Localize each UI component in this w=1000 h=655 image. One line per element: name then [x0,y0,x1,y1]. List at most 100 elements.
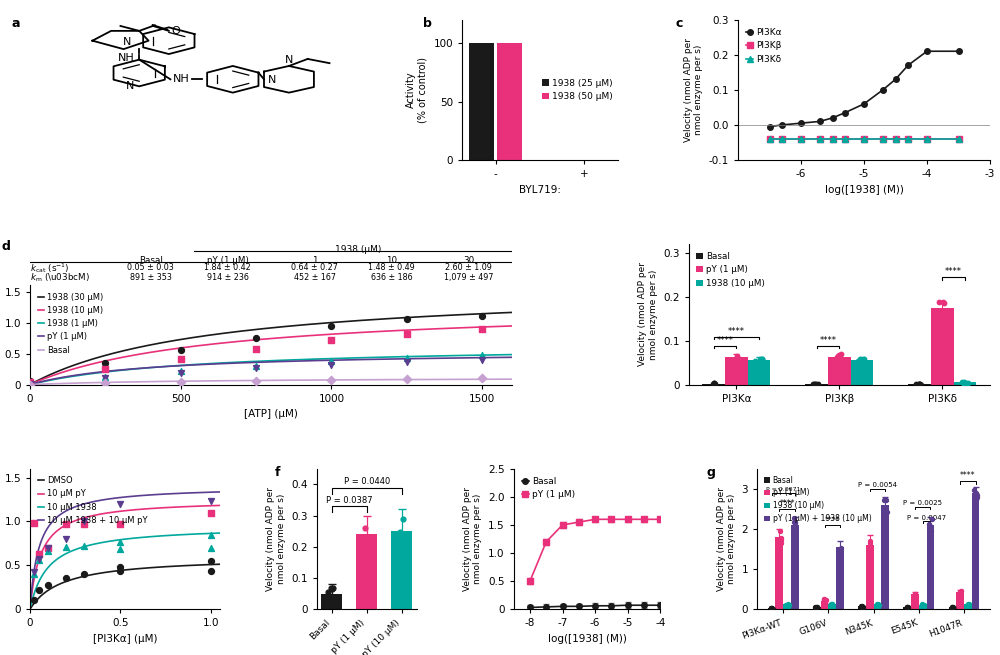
X-axis label: [PI3Kα] (μM): [PI3Kα] (μM) [93,634,157,644]
Text: ****: **** [824,515,840,525]
Bar [813,607,821,609]
Point [754,355,770,365]
Point [816,595,832,605]
Point [833,543,849,553]
Y-axis label: Velocity (nmol ADP per
nmol enzyme per s): Velocity (nmol ADP per nmol enzyme per s… [266,487,286,591]
X-axis label: [ATP] (μM): [ATP] (μM) [244,409,298,419]
pY (1 μM) [589,515,601,523]
Point [248,344,264,354]
Point [831,352,847,363]
Point [854,601,870,611]
Point [395,514,411,524]
Basal [557,603,569,610]
X-axis label: log([1938] (M)): log([1938] (M)) [548,634,626,644]
Point [474,311,490,322]
Bar [866,545,874,609]
Point [915,600,931,610]
PI3Kδ [877,135,889,143]
Text: Basal: Basal [139,256,163,265]
Point [706,379,722,389]
Basal [327,376,339,384]
Point [763,603,779,613]
Point [831,350,847,360]
Point [961,599,977,610]
Legend: Basal, pY (1 μM), 1938 (10 μM), pY (1 μM) + 1938 (10 μM): Basal, pY (1 μM), 1938 (10 μM), pY (1 μM… [761,473,874,526]
Point [320,587,336,597]
Bar [949,607,956,609]
Point [203,508,219,518]
Point [112,536,128,547]
Point [706,378,722,388]
Point [823,599,839,610]
Point [773,533,789,543]
Legend: Basal, pY (1 μM): Basal, pY (1 μM) [518,474,578,503]
Point [76,516,92,527]
Point [203,496,219,506]
Point [22,376,38,386]
DMSO [204,561,216,569]
Point [935,297,951,307]
Point [26,567,42,578]
Point [930,307,946,318]
10 μM 1938 + 10 μM pY [142,491,154,499]
Point [911,379,927,389]
Point [324,584,340,594]
pY (1 μM) [540,538,552,546]
Point [778,599,794,610]
pY (1 μM) [24,381,36,388]
1938 (1 μM) [24,381,36,388]
PI3Kβ [776,135,788,143]
Text: 636 ± 186: 636 ± 186 [371,273,413,282]
Point [932,309,948,319]
Point [325,582,341,593]
10 μM 1938 + 10 μM pY [192,489,204,496]
Point [58,519,74,529]
Text: N: N [268,75,276,84]
pY (1 μM) [654,515,666,523]
Point [960,600,976,610]
Point [399,374,415,384]
10 μM pY [26,591,38,599]
Y-axis label: Velocity (nmol ADP per
nmol enzyme per s): Velocity (nmol ADP per nmol enzyme per s… [717,487,736,591]
Point [912,379,928,389]
Point [899,602,915,612]
Point [780,599,796,609]
Line: pY (1 μM): pY (1 μM) [30,357,512,384]
Line: DMSO: DMSO [31,564,229,608]
PI3Kα [795,119,807,127]
Bar [469,43,494,160]
Basal [215,377,227,384]
Point [968,487,984,498]
PI3Kδ [776,135,788,143]
Point [915,599,931,610]
PI3Kα [839,109,851,117]
Point [808,379,824,389]
pY (1 μM) [327,356,339,364]
PI3Kα [890,75,902,83]
1938 (30 μM) [181,335,193,343]
Point [850,357,866,367]
Text: b: b [423,17,432,30]
Point [76,569,92,579]
Point [931,297,947,308]
Point [953,586,969,596]
Legend: Basal, pY (1 μM), 1938 (10 μM): Basal, pY (1 μM), 1938 (10 μM) [693,249,768,291]
Point [112,565,128,576]
Basal [82,379,94,386]
Legend: PI3Kα, PI3Kβ, PI3Kδ: PI3Kα, PI3Kβ, PI3Kδ [743,24,785,67]
PI3Kβ [858,135,870,143]
Legend: 1938 (25 μM), 1938 (50 μM): 1938 (25 μM), 1938 (50 μM) [541,78,613,102]
Point [754,354,770,365]
Point [944,603,960,613]
Basal [372,376,384,384]
Point [26,569,42,579]
Point [173,345,189,356]
10 μM 1938 [143,533,155,541]
1938 (1 μM) [372,353,384,361]
Text: P = 0.0054: P = 0.0054 [858,483,897,489]
Y-axis label: Velocity (nmol ADP per
nmol enzyme per s): Velocity (nmol ADP per nmol enzyme per s… [463,487,482,591]
Bar [783,605,791,609]
Point [22,377,38,387]
Point [966,485,982,495]
Point [76,519,92,529]
